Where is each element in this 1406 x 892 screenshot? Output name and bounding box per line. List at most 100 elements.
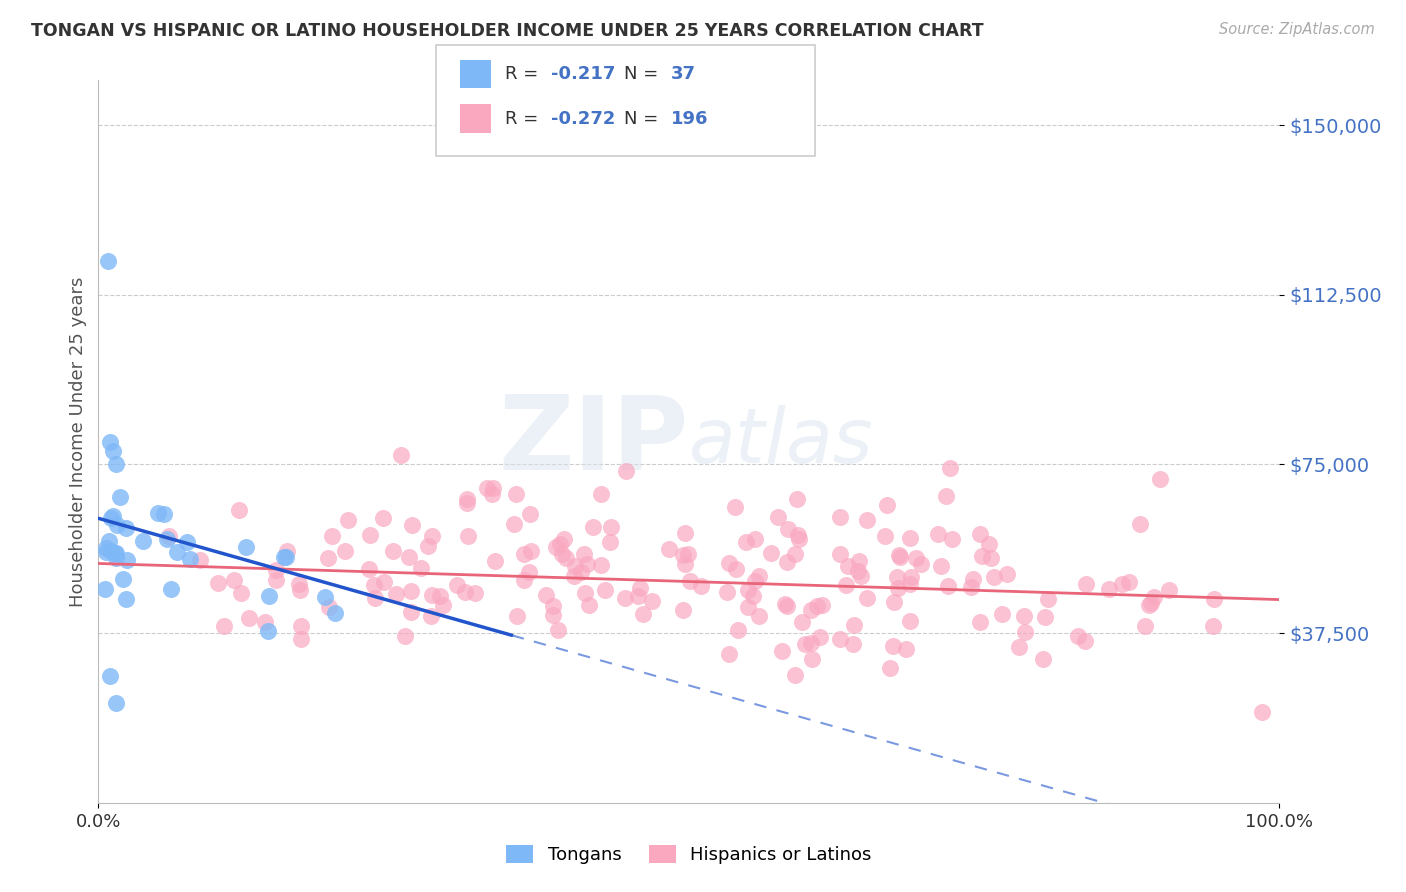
Text: ZIP: ZIP xyxy=(499,391,689,492)
Point xyxy=(264,573,287,587)
Point xyxy=(790,615,813,629)
Legend: Tongans, Hispanics or Latinos: Tongans, Hispanics or Latinos xyxy=(498,836,880,873)
Point xyxy=(589,558,612,573)
Point xyxy=(776,555,799,569)
Point xyxy=(883,595,905,609)
Point xyxy=(446,577,468,591)
Point xyxy=(156,533,179,547)
Point xyxy=(235,540,257,554)
Point xyxy=(876,498,898,512)
Point xyxy=(1036,591,1059,606)
Point xyxy=(673,557,696,571)
Point xyxy=(543,599,565,614)
Point xyxy=(456,496,478,510)
Point xyxy=(727,623,749,637)
Point xyxy=(936,579,959,593)
Point xyxy=(977,537,1000,551)
Point xyxy=(676,547,699,561)
Point xyxy=(389,448,412,462)
Point xyxy=(105,546,128,560)
Point xyxy=(828,632,851,647)
Point xyxy=(1202,619,1225,633)
Point xyxy=(593,583,616,598)
Point xyxy=(98,669,121,683)
Point xyxy=(548,536,571,550)
Point xyxy=(744,574,766,589)
Point xyxy=(546,540,568,554)
Point xyxy=(1098,582,1121,596)
Point xyxy=(673,525,696,540)
Text: N =: N = xyxy=(624,110,664,128)
Point xyxy=(321,528,343,542)
Point xyxy=(534,588,557,602)
Point xyxy=(830,547,852,561)
Point xyxy=(980,550,1002,565)
Point xyxy=(257,624,280,639)
Point xyxy=(1014,624,1036,639)
Point xyxy=(420,528,443,542)
Point xyxy=(672,602,695,616)
Text: 196: 196 xyxy=(671,110,709,128)
Point xyxy=(969,527,991,541)
Point xyxy=(453,585,475,599)
Point xyxy=(1033,609,1056,624)
Point xyxy=(806,599,828,613)
Point xyxy=(1111,577,1133,591)
Point xyxy=(828,510,851,524)
Point xyxy=(716,585,738,599)
Point xyxy=(373,575,395,590)
Point xyxy=(401,605,423,619)
Point xyxy=(1133,619,1156,633)
Point xyxy=(381,544,404,558)
Point xyxy=(152,507,174,521)
Text: Source: ZipAtlas.com: Source: ZipAtlas.com xyxy=(1219,22,1375,37)
Point xyxy=(576,557,599,571)
Point xyxy=(794,637,817,651)
Point xyxy=(231,586,253,600)
Point xyxy=(842,637,865,651)
Point xyxy=(582,520,605,534)
Point xyxy=(787,532,810,546)
Point xyxy=(105,697,128,711)
Point xyxy=(207,576,229,591)
Point xyxy=(737,583,759,598)
Point xyxy=(394,630,416,644)
Point xyxy=(553,532,575,546)
Point xyxy=(1129,517,1152,532)
Point xyxy=(1149,472,1171,486)
Point xyxy=(835,578,858,592)
Point xyxy=(983,570,1005,584)
Point xyxy=(742,589,765,603)
Point xyxy=(783,668,806,682)
Point xyxy=(564,558,586,573)
Point xyxy=(359,562,381,576)
Point xyxy=(574,586,596,600)
Point xyxy=(886,570,908,584)
Point xyxy=(100,511,122,525)
Point xyxy=(837,558,859,573)
Point xyxy=(776,599,799,613)
Point xyxy=(157,529,180,543)
Point xyxy=(941,532,963,546)
Point xyxy=(554,551,576,566)
Point xyxy=(254,615,277,629)
Point xyxy=(887,548,910,562)
Point xyxy=(429,589,451,603)
Point xyxy=(589,487,612,501)
Point xyxy=(599,535,621,549)
Point xyxy=(148,506,170,520)
Point xyxy=(411,561,433,575)
Point xyxy=(166,544,188,558)
Point xyxy=(398,550,420,565)
Point xyxy=(679,574,702,589)
Text: 37: 37 xyxy=(671,65,696,83)
Point xyxy=(900,569,922,583)
Point xyxy=(787,528,810,542)
Point xyxy=(962,572,984,586)
Text: -0.217: -0.217 xyxy=(551,65,616,83)
Point xyxy=(1067,629,1090,643)
Point xyxy=(276,544,298,558)
Point xyxy=(103,508,125,523)
Point xyxy=(1012,608,1035,623)
Point xyxy=(1074,634,1097,648)
